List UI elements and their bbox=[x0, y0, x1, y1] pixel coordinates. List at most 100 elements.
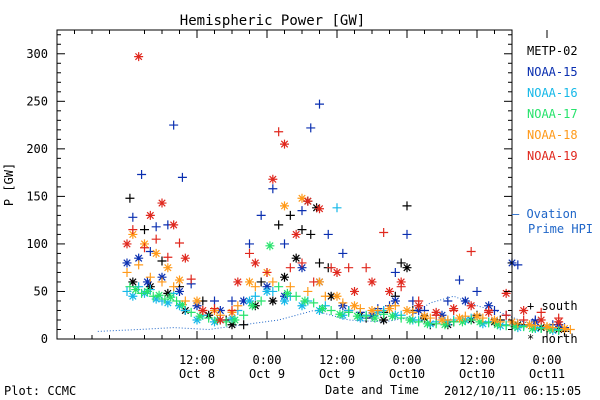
legend-entry-noaa-19: NOAA-19 bbox=[527, 149, 578, 163]
point-noaa-19-south-25 bbox=[519, 315, 529, 325]
point-noaa-17-north-24 bbox=[527, 324, 537, 334]
point-noaa-16-north-2 bbox=[151, 294, 161, 304]
x-tick-label-date-4: Oct10 bbox=[459, 367, 495, 381]
point-noaa-17-north-18 bbox=[422, 319, 432, 329]
point-noaa-18-south-10 bbox=[268, 277, 278, 287]
x-tick-label-time-4: 12:00 bbox=[459, 353, 495, 367]
point-metp-02-north-0 bbox=[128, 277, 138, 287]
point-noaa-15-north-16 bbox=[437, 310, 447, 320]
point-metp-02-north-14 bbox=[379, 315, 389, 325]
point-noaa-17-south-2 bbox=[148, 291, 158, 301]
point-noaa-15-north-17 bbox=[460, 296, 470, 306]
point-noaa-18-north-2 bbox=[151, 248, 161, 258]
point-noaa-19-south-13 bbox=[309, 277, 319, 287]
point-noaa-18-south-12 bbox=[303, 286, 313, 296]
point-noaa-15-north-8 bbox=[262, 282, 272, 292]
point-noaa-18-north-3 bbox=[163, 263, 173, 273]
point-noaa-18-north-18 bbox=[420, 311, 429, 321]
point-metp-02-south-8 bbox=[274, 220, 284, 230]
y-tick-label-0: 0 bbox=[41, 332, 48, 346]
point-noaa-18-north-24 bbox=[525, 320, 534, 330]
point-noaa-19-north-17 bbox=[367, 277, 377, 287]
point-noaa-18-north-12 bbox=[315, 277, 324, 287]
legend-entry-noaa-18: NOAA-18 bbox=[527, 128, 578, 142]
point-noaa-19-south-26 bbox=[536, 307, 546, 317]
point-noaa-19-south-1 bbox=[140, 243, 149, 253]
footer-timestamp: 2012/10/11 06:15:05 bbox=[444, 384, 582, 398]
point-noaa-18-south-24 bbox=[513, 319, 523, 329]
x-tick-label-date-2: Oct 9 bbox=[319, 367, 355, 381]
point-noaa-19-south-7 bbox=[227, 305, 237, 315]
point-noaa-19-north-19 bbox=[396, 277, 406, 287]
point-noaa-17-north-9 bbox=[265, 241, 275, 251]
point-noaa-17-north-1 bbox=[142, 286, 152, 296]
point-noaa-15-south-12 bbox=[268, 184, 278, 194]
point-noaa-19-north-12 bbox=[291, 229, 301, 239]
point-noaa-16-north-8 bbox=[245, 296, 254, 306]
y-tick-label-300: 300 bbox=[26, 47, 48, 61]
point-noaa-19-north-26 bbox=[519, 305, 529, 315]
point-noaa-19-north-4 bbox=[169, 220, 179, 230]
point-metp-02-south-1 bbox=[140, 225, 149, 235]
point-noaa-15-north-1 bbox=[134, 253, 144, 263]
point-noaa-19-north-23 bbox=[466, 301, 476, 311]
point-noaa-15-north-14 bbox=[390, 296, 400, 306]
point-noaa-18-south-4 bbox=[169, 282, 179, 292]
point-noaa-17-south-12 bbox=[309, 298, 319, 308]
point-noaa-17-south-23 bbox=[501, 321, 511, 331]
point-noaa-18-north-20 bbox=[455, 313, 464, 323]
point-noaa-17-north-21 bbox=[475, 317, 485, 327]
point-metp-02-south-19 bbox=[402, 201, 412, 211]
point-noaa-19-south-12 bbox=[297, 258, 307, 268]
point-noaa-15-north-0 bbox=[122, 258, 132, 268]
point-metp-02-south-7 bbox=[256, 277, 266, 287]
point-noaa-18-south-26 bbox=[548, 323, 558, 333]
point-noaa-19-north-21 bbox=[431, 307, 441, 317]
ovation-legend-line1: – Ovation bbox=[512, 207, 578, 221]
point-noaa-19-north-7 bbox=[215, 315, 225, 325]
point-noaa-19-south-3 bbox=[163, 252, 173, 262]
point-noaa-18-north-14 bbox=[350, 301, 359, 311]
x-tick-label-time-1: 0:00 bbox=[253, 353, 282, 367]
point-noaa-19-south-2 bbox=[151, 234, 161, 244]
point-noaa-18-north-21 bbox=[472, 311, 482, 321]
point-noaa-18-north-8 bbox=[245, 277, 254, 287]
footer-plot-label: Plot: CCMC bbox=[4, 384, 77, 398]
point-noaa-16-north-10 bbox=[280, 296, 289, 306]
point-noaa-17-south-21 bbox=[466, 315, 476, 325]
chart-title: Hemispheric Power [GW] bbox=[179, 13, 366, 29]
point-noaa-19-north-6 bbox=[198, 305, 208, 315]
point-noaa-16-north-14 bbox=[355, 313, 365, 323]
point-noaa-19-south-0 bbox=[128, 225, 138, 235]
point-noaa-16-south-0 bbox=[122, 286, 132, 296]
point-noaa-18-north-15 bbox=[367, 305, 377, 315]
point-noaa-18-south-27 bbox=[565, 324, 575, 334]
point-noaa-16-north-0 bbox=[128, 291, 138, 301]
point-noaa-19-south-4 bbox=[175, 238, 184, 248]
point-noaa-19-north-27 bbox=[536, 315, 546, 325]
point-noaa-18-north-16 bbox=[385, 304, 394, 314]
y-axis-label: P [GW] bbox=[2, 163, 16, 206]
point-noaa-18-south-1 bbox=[134, 260, 144, 270]
point-noaa-17-north-5 bbox=[195, 311, 205, 321]
point-noaa-17-south-6 bbox=[204, 313, 214, 323]
point-noaa-19-south-15 bbox=[344, 263, 354, 273]
point-metp-02-south-18 bbox=[396, 258, 406, 268]
point-metp-02-north-2 bbox=[163, 288, 173, 298]
point-noaa-19-south-10 bbox=[274, 127, 284, 137]
point-noaa-17-north-10 bbox=[282, 288, 292, 298]
point-metp-02-north-15 bbox=[402, 263, 412, 273]
point-noaa-18-south-5 bbox=[180, 296, 190, 306]
point-noaa-19-north-5 bbox=[180, 253, 190, 263]
point-noaa-16-south-14 bbox=[332, 203, 342, 213]
point-noaa-15-south-18 bbox=[338, 248, 348, 258]
point-noaa-17-north-4 bbox=[177, 300, 187, 310]
point-noaa-19-north-16 bbox=[350, 286, 359, 296]
point-noaa-17-south-7 bbox=[221, 317, 231, 327]
point-noaa-17-north-0 bbox=[131, 285, 141, 295]
point-noaa-19-north-13 bbox=[303, 196, 313, 206]
point-noaa-15-south-3 bbox=[151, 222, 161, 232]
x-tick-label-date-3: Oct10 bbox=[389, 367, 425, 381]
